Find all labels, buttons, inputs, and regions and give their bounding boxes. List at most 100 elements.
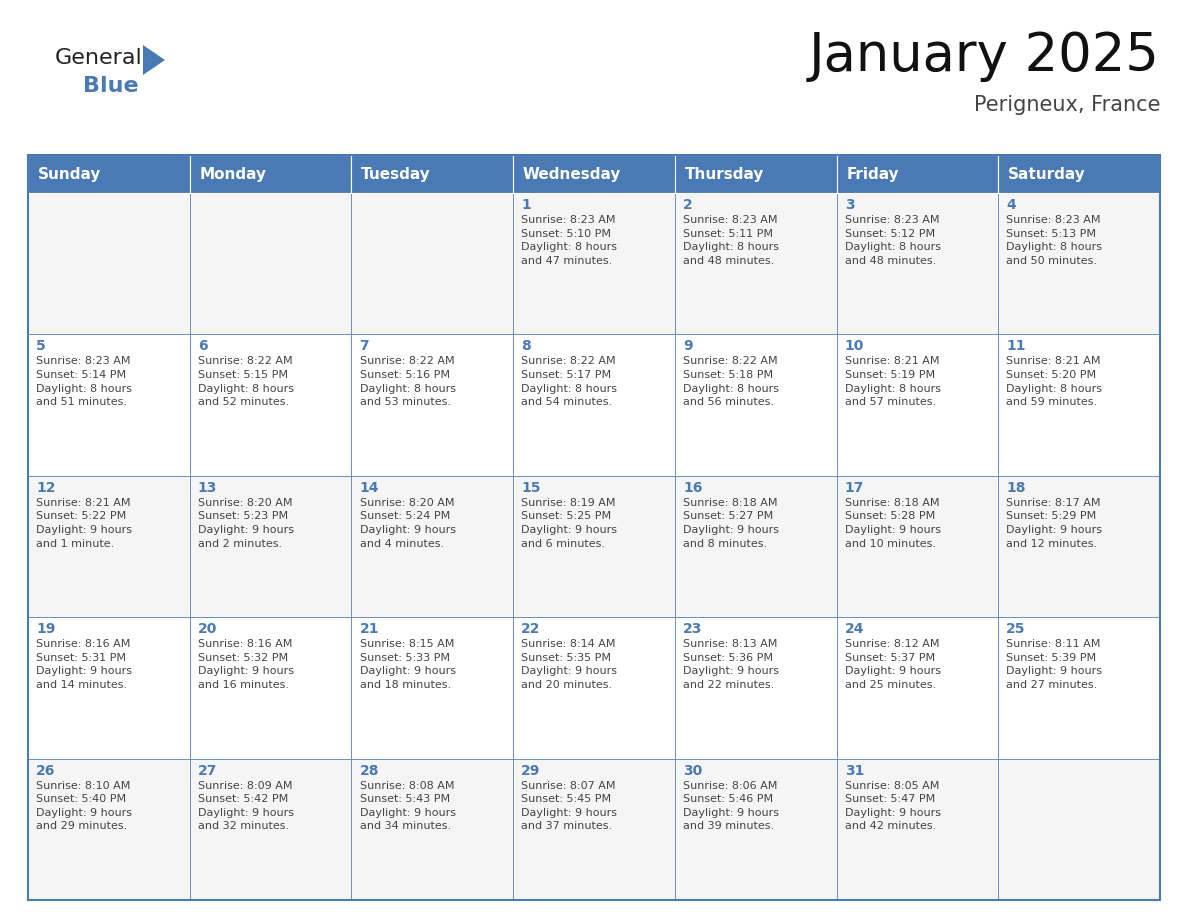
Bar <box>675 758 836 900</box>
Text: Sunrise: 8:22 AM
Sunset: 5:16 PM
Daylight: 8 hours
and 53 minutes.: Sunrise: 8:22 AM Sunset: 5:16 PM Dayligh… <box>360 356 455 408</box>
Text: 2: 2 <box>683 198 693 212</box>
Text: Sunrise: 8:22 AM
Sunset: 5:17 PM
Daylight: 8 hours
and 54 minutes.: Sunrise: 8:22 AM Sunset: 5:17 PM Dayligh… <box>522 356 618 408</box>
Text: Sunrise: 8:10 AM
Sunset: 5:40 PM
Daylight: 9 hours
and 29 minutes.: Sunrise: 8:10 AM Sunset: 5:40 PM Dayligh… <box>36 780 132 832</box>
Text: Sunrise: 8:21 AM
Sunset: 5:20 PM
Daylight: 8 hours
and 59 minutes.: Sunrise: 8:21 AM Sunset: 5:20 PM Dayligh… <box>1006 356 1102 408</box>
Bar <box>836 476 998 617</box>
Text: Sunrise: 8:06 AM
Sunset: 5:46 PM
Daylight: 9 hours
and 39 minutes.: Sunrise: 8:06 AM Sunset: 5:46 PM Dayligh… <box>683 780 779 832</box>
Text: Sunrise: 8:17 AM
Sunset: 5:29 PM
Daylight: 9 hours
and 12 minutes.: Sunrise: 8:17 AM Sunset: 5:29 PM Dayligh… <box>1006 498 1102 549</box>
Text: Friday: Friday <box>846 166 899 182</box>
Text: Sunrise: 8:20 AM
Sunset: 5:24 PM
Daylight: 9 hours
and 4 minutes.: Sunrise: 8:20 AM Sunset: 5:24 PM Dayligh… <box>360 498 455 549</box>
Bar <box>190 193 352 334</box>
Bar <box>29 617 190 758</box>
Bar <box>675 193 836 334</box>
Bar <box>836 758 998 900</box>
Bar <box>513 617 675 758</box>
Text: 21: 21 <box>360 622 379 636</box>
Bar <box>190 758 352 900</box>
Bar <box>29 155 1159 900</box>
Text: 29: 29 <box>522 764 541 778</box>
Bar <box>190 617 352 758</box>
Bar <box>836 617 998 758</box>
Text: Tuesday: Tuesday <box>361 166 431 182</box>
Bar <box>998 617 1159 758</box>
Text: January 2025: January 2025 <box>809 30 1159 82</box>
Text: 18: 18 <box>1006 481 1026 495</box>
Text: 5: 5 <box>36 340 46 353</box>
Bar <box>836 193 998 334</box>
Bar <box>29 476 190 617</box>
Text: Sunrise: 8:15 AM
Sunset: 5:33 PM
Daylight: 9 hours
and 18 minutes.: Sunrise: 8:15 AM Sunset: 5:33 PM Dayligh… <box>360 639 455 690</box>
Bar <box>675 334 836 476</box>
Bar <box>190 476 352 617</box>
Text: Sunrise: 8:22 AM
Sunset: 5:15 PM
Daylight: 8 hours
and 52 minutes.: Sunrise: 8:22 AM Sunset: 5:15 PM Dayligh… <box>197 356 293 408</box>
Text: Sunrise: 8:11 AM
Sunset: 5:39 PM
Daylight: 9 hours
and 27 minutes.: Sunrise: 8:11 AM Sunset: 5:39 PM Dayligh… <box>1006 639 1102 690</box>
Text: 24: 24 <box>845 622 864 636</box>
Bar <box>513 155 675 193</box>
Bar <box>352 476 513 617</box>
Text: Sunrise: 8:16 AM
Sunset: 5:32 PM
Daylight: 9 hours
and 16 minutes.: Sunrise: 8:16 AM Sunset: 5:32 PM Dayligh… <box>197 639 293 690</box>
Text: Monday: Monday <box>200 166 266 182</box>
Text: 8: 8 <box>522 340 531 353</box>
Bar <box>29 334 190 476</box>
Bar <box>352 155 513 193</box>
Text: 23: 23 <box>683 622 702 636</box>
Text: 30: 30 <box>683 764 702 778</box>
Bar <box>513 476 675 617</box>
Text: 31: 31 <box>845 764 864 778</box>
Text: Sunrise: 8:13 AM
Sunset: 5:36 PM
Daylight: 9 hours
and 22 minutes.: Sunrise: 8:13 AM Sunset: 5:36 PM Dayligh… <box>683 639 779 690</box>
Bar <box>513 758 675 900</box>
Text: Sunrise: 8:05 AM
Sunset: 5:47 PM
Daylight: 9 hours
and 42 minutes.: Sunrise: 8:05 AM Sunset: 5:47 PM Dayligh… <box>845 780 941 832</box>
Text: Sunrise: 8:23 AM
Sunset: 5:14 PM
Daylight: 8 hours
and 51 minutes.: Sunrise: 8:23 AM Sunset: 5:14 PM Dayligh… <box>36 356 132 408</box>
Text: 15: 15 <box>522 481 541 495</box>
Text: 19: 19 <box>36 622 56 636</box>
Text: Sunrise: 8:07 AM
Sunset: 5:45 PM
Daylight: 9 hours
and 37 minutes.: Sunrise: 8:07 AM Sunset: 5:45 PM Dayligh… <box>522 780 618 832</box>
Bar <box>998 758 1159 900</box>
Text: 27: 27 <box>197 764 217 778</box>
Bar <box>352 193 513 334</box>
Text: 11: 11 <box>1006 340 1026 353</box>
Text: Sunrise: 8:20 AM
Sunset: 5:23 PM
Daylight: 9 hours
and 2 minutes.: Sunrise: 8:20 AM Sunset: 5:23 PM Dayligh… <box>197 498 293 549</box>
Text: Sunrise: 8:08 AM
Sunset: 5:43 PM
Daylight: 9 hours
and 34 minutes.: Sunrise: 8:08 AM Sunset: 5:43 PM Dayligh… <box>360 780 455 832</box>
Bar <box>998 334 1159 476</box>
Bar <box>29 758 190 900</box>
Bar <box>836 334 998 476</box>
Text: 25: 25 <box>1006 622 1026 636</box>
Text: 12: 12 <box>36 481 56 495</box>
Text: 6: 6 <box>197 340 208 353</box>
Text: 22: 22 <box>522 622 541 636</box>
Text: 1: 1 <box>522 198 531 212</box>
Text: 9: 9 <box>683 340 693 353</box>
Text: Blue: Blue <box>83 76 139 96</box>
Text: 13: 13 <box>197 481 217 495</box>
Text: Sunrise: 8:09 AM
Sunset: 5:42 PM
Daylight: 9 hours
and 32 minutes.: Sunrise: 8:09 AM Sunset: 5:42 PM Dayligh… <box>197 780 293 832</box>
Bar <box>513 334 675 476</box>
Bar <box>513 193 675 334</box>
Text: 10: 10 <box>845 340 864 353</box>
Bar <box>190 334 352 476</box>
Text: Sunrise: 8:12 AM
Sunset: 5:37 PM
Daylight: 9 hours
and 25 minutes.: Sunrise: 8:12 AM Sunset: 5:37 PM Dayligh… <box>845 639 941 690</box>
Bar <box>998 476 1159 617</box>
Text: Sunrise: 8:14 AM
Sunset: 5:35 PM
Daylight: 9 hours
and 20 minutes.: Sunrise: 8:14 AM Sunset: 5:35 PM Dayligh… <box>522 639 618 690</box>
Text: Sunrise: 8:23 AM
Sunset: 5:13 PM
Daylight: 8 hours
and 50 minutes.: Sunrise: 8:23 AM Sunset: 5:13 PM Dayligh… <box>1006 215 1102 266</box>
Text: Saturday: Saturday <box>1007 166 1086 182</box>
Text: Sunrise: 8:22 AM
Sunset: 5:18 PM
Daylight: 8 hours
and 56 minutes.: Sunrise: 8:22 AM Sunset: 5:18 PM Dayligh… <box>683 356 779 408</box>
Text: 14: 14 <box>360 481 379 495</box>
Text: 7: 7 <box>360 340 369 353</box>
Bar <box>675 617 836 758</box>
Text: Sunrise: 8:23 AM
Sunset: 5:12 PM
Daylight: 8 hours
and 48 minutes.: Sunrise: 8:23 AM Sunset: 5:12 PM Dayligh… <box>845 215 941 266</box>
Text: 26: 26 <box>36 764 56 778</box>
Text: Sunrise: 8:18 AM
Sunset: 5:27 PM
Daylight: 9 hours
and 8 minutes.: Sunrise: 8:18 AM Sunset: 5:27 PM Dayligh… <box>683 498 779 549</box>
Text: 16: 16 <box>683 481 702 495</box>
Text: Sunrise: 8:23 AM
Sunset: 5:11 PM
Daylight: 8 hours
and 48 minutes.: Sunrise: 8:23 AM Sunset: 5:11 PM Dayligh… <box>683 215 779 266</box>
Text: Wednesday: Wednesday <box>523 166 621 182</box>
Polygon shape <box>143 45 165 75</box>
Text: Perigneux, France: Perigneux, France <box>973 95 1159 115</box>
Text: Sunrise: 8:16 AM
Sunset: 5:31 PM
Daylight: 9 hours
and 14 minutes.: Sunrise: 8:16 AM Sunset: 5:31 PM Dayligh… <box>36 639 132 690</box>
Bar <box>675 155 836 193</box>
Text: 17: 17 <box>845 481 864 495</box>
Bar <box>836 155 998 193</box>
Text: Thursday: Thursday <box>684 166 764 182</box>
Text: 20: 20 <box>197 622 217 636</box>
Bar <box>352 758 513 900</box>
Text: Sunrise: 8:21 AM
Sunset: 5:19 PM
Daylight: 8 hours
and 57 minutes.: Sunrise: 8:21 AM Sunset: 5:19 PM Dayligh… <box>845 356 941 408</box>
